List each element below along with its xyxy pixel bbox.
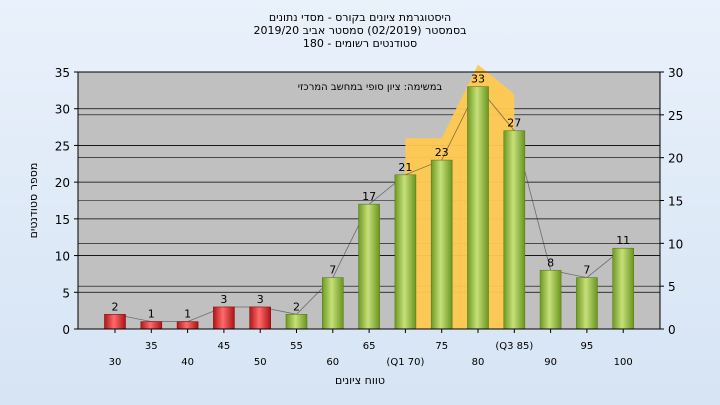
y2-tick-label-0: 0 xyxy=(668,323,676,337)
x-tick-label-30: 30 xyxy=(109,357,122,368)
y2-tick-label-25: 25 xyxy=(668,109,683,123)
bar-65 xyxy=(358,203,380,330)
y-tick-label-5: 5 xyxy=(62,286,70,300)
data-label-40: 1 xyxy=(184,308,191,321)
x-tick-label-55: 55 xyxy=(290,341,303,352)
data-label-75: 23 xyxy=(435,146,449,159)
y2-tick-label-20: 20 xyxy=(668,152,683,166)
bar-55 xyxy=(285,314,308,330)
x-tick-label-50: 50 xyxy=(254,357,267,368)
x-tick-label-80: 80 xyxy=(472,357,485,368)
x-axis-title: טווח ציונים xyxy=(335,374,385,387)
chart-title-line-3: סטודנטים רשומים - 180 xyxy=(302,37,418,50)
data-label-95: 7 xyxy=(583,264,590,277)
y-axis-title: מספר סטודנטים xyxy=(27,163,40,239)
chart-annotation: במשימה: ציון סופי במחשב המרכזי xyxy=(298,82,443,93)
chart-title-line-1: היסטוגרמת ציונים בקורס - מסדי נתונים xyxy=(268,11,452,24)
y-tick-label-35: 35 xyxy=(55,66,70,80)
bar-90 xyxy=(539,269,562,330)
data-label-30: 2 xyxy=(112,300,119,313)
y-tick-label-10: 10 xyxy=(55,250,70,264)
data-label-55: 2 xyxy=(293,300,300,313)
data-label-85: 27 xyxy=(507,117,521,130)
y-tick-label-25: 25 xyxy=(55,139,70,153)
data-label-60: 7 xyxy=(329,264,336,277)
x-tick-label-40: 40 xyxy=(181,357,194,368)
bar-40 xyxy=(176,321,199,330)
x-tick-label-85: (Q3 85) xyxy=(495,341,533,352)
bar-95 xyxy=(576,277,598,330)
bar-60 xyxy=(321,277,344,330)
bar-35 xyxy=(140,321,163,330)
x-tick-label-95: 95 xyxy=(581,341,594,352)
bar-50 xyxy=(249,306,271,330)
x-tick-label-65: 65 xyxy=(363,341,376,352)
x-tick-label-60: 60 xyxy=(326,357,339,368)
bar-80 xyxy=(467,86,489,330)
data-label-50: 3 xyxy=(257,293,264,306)
y2-tick-label-10: 10 xyxy=(668,237,683,251)
data-label-45: 3 xyxy=(220,293,227,306)
bar-85 xyxy=(503,130,526,330)
bar-70 xyxy=(394,174,417,330)
bar-100 xyxy=(612,247,635,330)
data-label-90: 8 xyxy=(547,256,554,269)
x-tick-label-100: 100 xyxy=(614,357,633,368)
bar-45 xyxy=(213,306,235,330)
y2-tick-label-5: 5 xyxy=(668,280,676,294)
x-tick-label-75: 75 xyxy=(435,341,448,352)
x-tick-label-35: 35 xyxy=(145,341,158,352)
chart-title-line-2: בסמסטר (02/2019) סמסטר אביב 2019/20 xyxy=(253,24,467,37)
data-label-100: 11 xyxy=(616,234,630,247)
bar-75 xyxy=(430,159,453,330)
y2-tick-label-30: 30 xyxy=(668,66,683,80)
y-tick-label-20: 20 xyxy=(55,176,70,190)
y-tick-label-30: 30 xyxy=(55,103,70,117)
data-label-35: 1 xyxy=(148,308,155,321)
bar-30 xyxy=(104,314,126,330)
y2-tick-label-15: 15 xyxy=(668,195,683,209)
data-label-65: 17 xyxy=(362,190,376,203)
x-tick-label-70: (Q1 70) xyxy=(386,357,424,368)
y-tick-label-0: 0 xyxy=(62,323,70,337)
data-label-80: 33 xyxy=(471,73,485,86)
y-tick-label-15: 15 xyxy=(55,213,70,227)
x-tick-label-90: 90 xyxy=(544,357,557,368)
data-label-70: 21 xyxy=(398,161,412,174)
x-tick-label-45: 45 xyxy=(218,341,231,352)
